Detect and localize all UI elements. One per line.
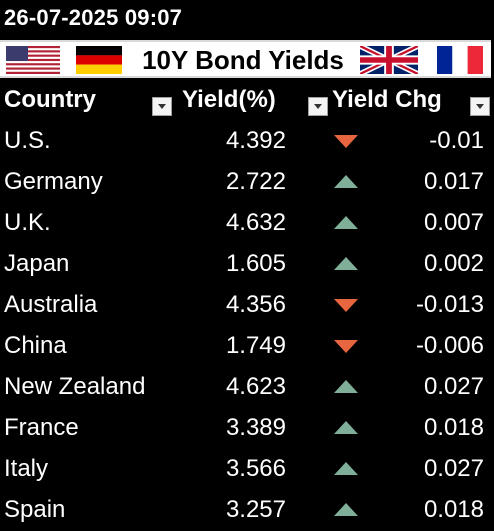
yield-cell: 3.566 [225, 454, 286, 482]
timestamp: 26-07-2025 09:07 [4, 5, 183, 30]
yield-chg-value: 0.002 [423, 249, 484, 277]
yield-chg-filter-dropdown-icon[interactable] [470, 97, 490, 116]
yield-chg-value: 0.027 [423, 454, 484, 482]
yield-chg-cell: -0.01 [296, 120, 494, 161]
country-cell: U.K. [4, 208, 51, 236]
country-cell: China [4, 331, 67, 359]
yield-cell: 4.392 [225, 126, 286, 154]
triangle-down-icon [334, 134, 358, 148]
country-cell: France [4, 413, 79, 441]
table-row: U.S. 4.392 -0.01 [0, 120, 494, 161]
triangle-up-icon [334, 215, 358, 229]
triangle-up-icon [334, 502, 358, 516]
country-filter-dropdown-icon[interactable] [152, 97, 172, 116]
table-row: Australia 4.356 -0.013 [0, 284, 494, 325]
banner-title: 10Y Bond Yields [142, 45, 344, 75]
yield-chg-value: 0.027 [423, 372, 484, 400]
yield-chg-value: 0.018 [423, 495, 484, 523]
triangle-up-icon [334, 461, 358, 475]
country-cell: New Zealand [4, 372, 146, 400]
yield-chg-value: -0.006 [415, 331, 484, 359]
yield-chg-value: 0.007 [423, 208, 484, 236]
country-cell: Australia [4, 290, 98, 318]
table-row: Italy 3.566 0.027 [0, 448, 494, 489]
table-row: Germany 2.722 0.017 [0, 161, 494, 202]
table-row: Spain 3.257 0.018 [0, 489, 494, 530]
yield-chg-cell: 0.027 [296, 448, 494, 489]
yield-cell: 3.389 [225, 413, 286, 441]
country-header: Country [0, 84, 176, 120]
germany-flag-icon [76, 46, 122, 74]
yield-chg-header-label: Yield Chg [332, 86, 442, 113]
triangle-up-icon [334, 256, 358, 270]
yield-chg-cell: -0.013 [296, 284, 494, 325]
yield-chg-cell: 0.002 [296, 243, 494, 284]
triangle-up-icon [334, 174, 358, 188]
bond-yields-table: Country Yield(%) Yield Chg U.S. 4.392 -0.0… [0, 84, 494, 530]
triangle-up-icon [334, 420, 358, 434]
france-flag-icon [437, 46, 483, 74]
yield-cell: 4.623 [225, 372, 286, 400]
country-cell: Spain [4, 495, 66, 523]
title-banner: 10Y Bond Yields [0, 40, 491, 78]
yield-cell: 4.356 [225, 290, 286, 318]
yield-cell: 4.632 [225, 208, 286, 236]
yield-chg-value: 0.017 [423, 167, 484, 195]
table-row: New Zealand 4.623 0.027 [0, 366, 494, 407]
yield-cell: 1.605 [225, 249, 286, 277]
triangle-down-icon [334, 339, 358, 353]
yield-filter-dropdown-icon[interactable] [308, 97, 328, 116]
country-cell: Germany [4, 167, 103, 195]
yield-chg-cell: 0.017 [296, 161, 494, 202]
country-cell: U.S. [4, 126, 51, 154]
table-row: Japan 1.605 0.002 [0, 243, 494, 284]
yield-chg-value: -0.013 [415, 290, 484, 318]
yield-chg-cell: 0.027 [296, 366, 494, 407]
table-row: U.K. 4.632 0.007 [0, 202, 494, 243]
yield-chg-cell: 0.018 [296, 407, 494, 448]
triangle-down-icon [334, 298, 358, 312]
yield-chg-value: -0.01 [429, 126, 484, 154]
yield-chg-cell: 0.018 [296, 489, 494, 530]
table-row: China 1.749 -0.006 [0, 325, 494, 366]
yield-header-label: Yield(%) [182, 86, 276, 113]
table-row: France 3.389 0.018 [0, 407, 494, 448]
yield-chg-header: Yield Chg [296, 84, 494, 120]
country-cell: Italy [4, 454, 49, 482]
yield-chg-value: 0.018 [423, 413, 484, 441]
header-row: Country Yield(%) Yield Chg [0, 84, 494, 120]
yield-header: Yield(%) [176, 84, 328, 120]
country-header-label: Country [4, 86, 96, 113]
country-cell: Japan [4, 249, 70, 277]
yield-cell: 3.257 [225, 495, 286, 523]
uk-flag-icon [360, 46, 418, 74]
yield-chg-cell: 0.007 [296, 202, 494, 243]
yield-cell: 1.749 [225, 331, 286, 359]
triangle-up-icon [334, 379, 358, 393]
yield-cell: 2.722 [225, 167, 286, 195]
yield-chg-cell: -0.006 [296, 325, 494, 366]
us-flag-icon [6, 46, 60, 74]
